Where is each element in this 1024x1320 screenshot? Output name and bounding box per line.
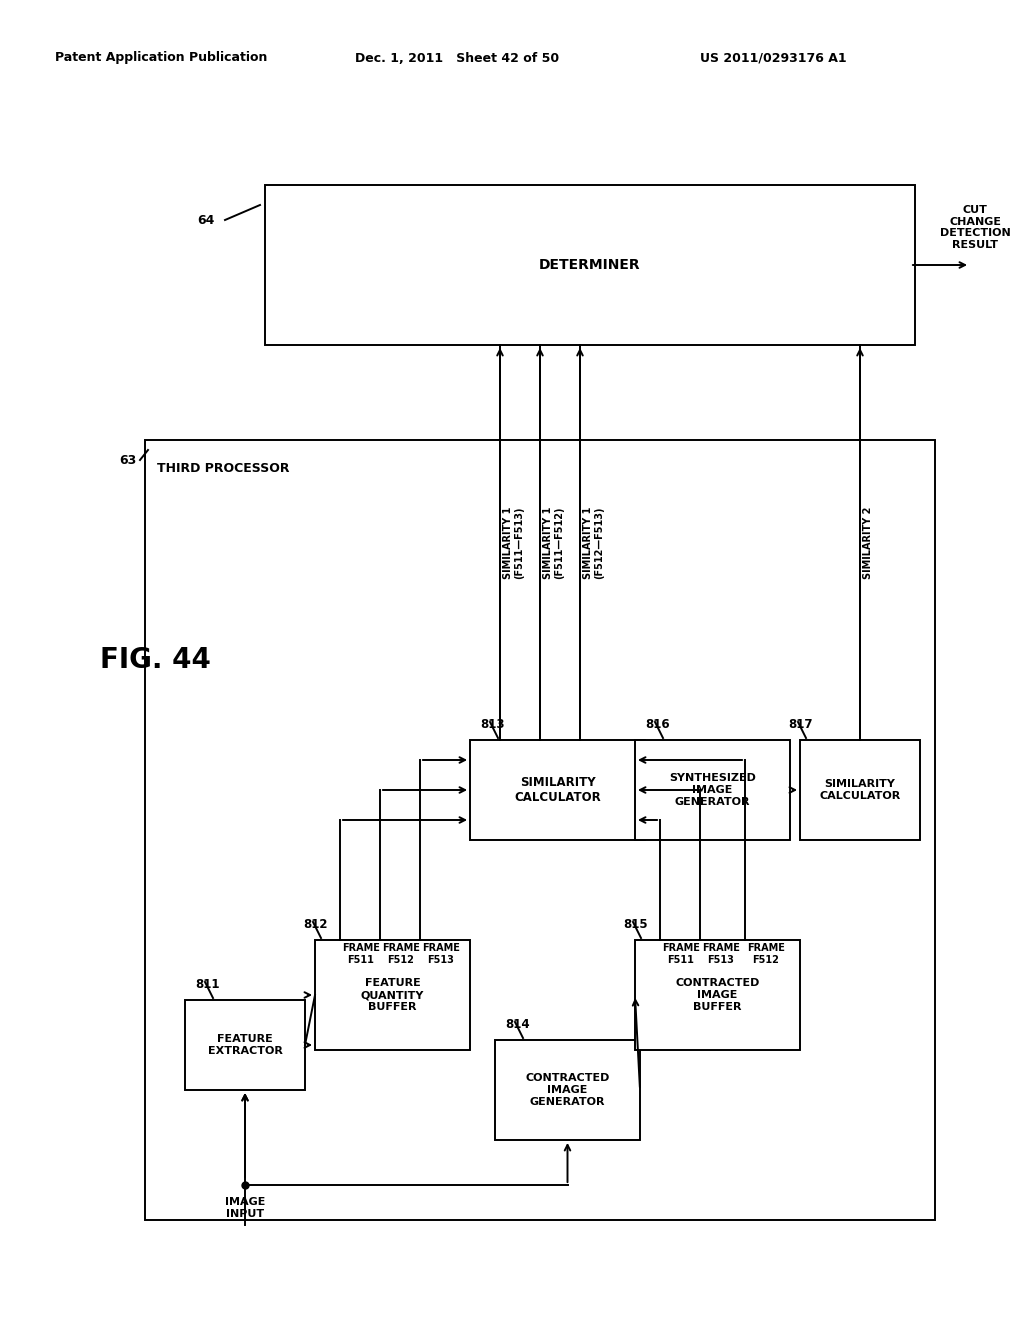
- Bar: [265, 185, 915, 345]
- Text: 63: 63: [120, 454, 137, 466]
- Text: FRAME
F513: FRAME F513: [422, 942, 460, 965]
- Text: SIMILARITY 1
(F511—F513): SIMILARITY 1 (F511—F513): [503, 507, 524, 578]
- Text: IMAGE
INPUT: IMAGE INPUT: [225, 1197, 265, 1218]
- Text: FRAME
F512: FRAME F512: [382, 942, 420, 965]
- Bar: [145, 440, 935, 1220]
- Text: Dec. 1, 2011   Sheet 42 of 50: Dec. 1, 2011 Sheet 42 of 50: [355, 51, 559, 65]
- Text: FRAME
F511: FRAME F511: [342, 942, 380, 965]
- Text: THIRD PROCESSOR: THIRD PROCESSOR: [157, 462, 290, 475]
- Text: 811: 811: [195, 978, 219, 991]
- Bar: [635, 940, 800, 1049]
- Text: 64: 64: [198, 214, 215, 227]
- Text: CONTRACTED
IMAGE
BUFFER: CONTRACTED IMAGE BUFFER: [675, 978, 760, 1011]
- Text: SIMILARITY 1
(F512—F513): SIMILARITY 1 (F512—F513): [583, 507, 604, 578]
- Bar: [470, 741, 645, 840]
- Text: FRAME
F511: FRAME F511: [662, 942, 699, 965]
- Bar: [495, 1040, 640, 1140]
- Text: FRAME
F512: FRAME F512: [746, 942, 784, 965]
- Text: 814: 814: [505, 1018, 529, 1031]
- Text: CONTRACTED
IMAGE
GENERATOR: CONTRACTED IMAGE GENERATOR: [525, 1073, 609, 1106]
- Text: FRAME
F513: FRAME F513: [702, 942, 740, 965]
- Text: US 2011/0293176 A1: US 2011/0293176 A1: [700, 51, 847, 65]
- Text: SIMILARITY
CALCULATOR: SIMILARITY CALCULATOR: [514, 776, 601, 804]
- Text: Patent Application Publication: Patent Application Publication: [55, 51, 267, 65]
- Text: SIMILARITY 2: SIMILARITY 2: [863, 507, 873, 578]
- Text: 817: 817: [788, 718, 812, 731]
- Text: SIMILARITY
CALCULATOR: SIMILARITY CALCULATOR: [819, 779, 901, 801]
- Bar: [800, 741, 920, 840]
- Text: 815: 815: [623, 917, 647, 931]
- Bar: [635, 741, 790, 840]
- Bar: [315, 940, 470, 1049]
- Text: FIG. 44: FIG. 44: [100, 645, 211, 675]
- Text: 813: 813: [480, 718, 505, 731]
- Text: CUT
CHANGE
DETECTION
RESULT: CUT CHANGE DETECTION RESULT: [940, 205, 1011, 249]
- Text: DETERMINER: DETERMINER: [540, 257, 641, 272]
- Text: 816: 816: [645, 718, 670, 731]
- Text: SYNTHESIZED
IMAGE
GENERATOR: SYNTHESIZED IMAGE GENERATOR: [669, 774, 756, 807]
- Text: FEATURE
QUANTITY
BUFFER: FEATURE QUANTITY BUFFER: [360, 978, 424, 1011]
- Text: 812: 812: [303, 917, 328, 931]
- Text: FEATURE
EXTRACTOR: FEATURE EXTRACTOR: [208, 1034, 283, 1056]
- Bar: [185, 1001, 305, 1090]
- Text: SIMILARITY 1
(F511—F512): SIMILARITY 1 (F511—F512): [543, 507, 564, 578]
